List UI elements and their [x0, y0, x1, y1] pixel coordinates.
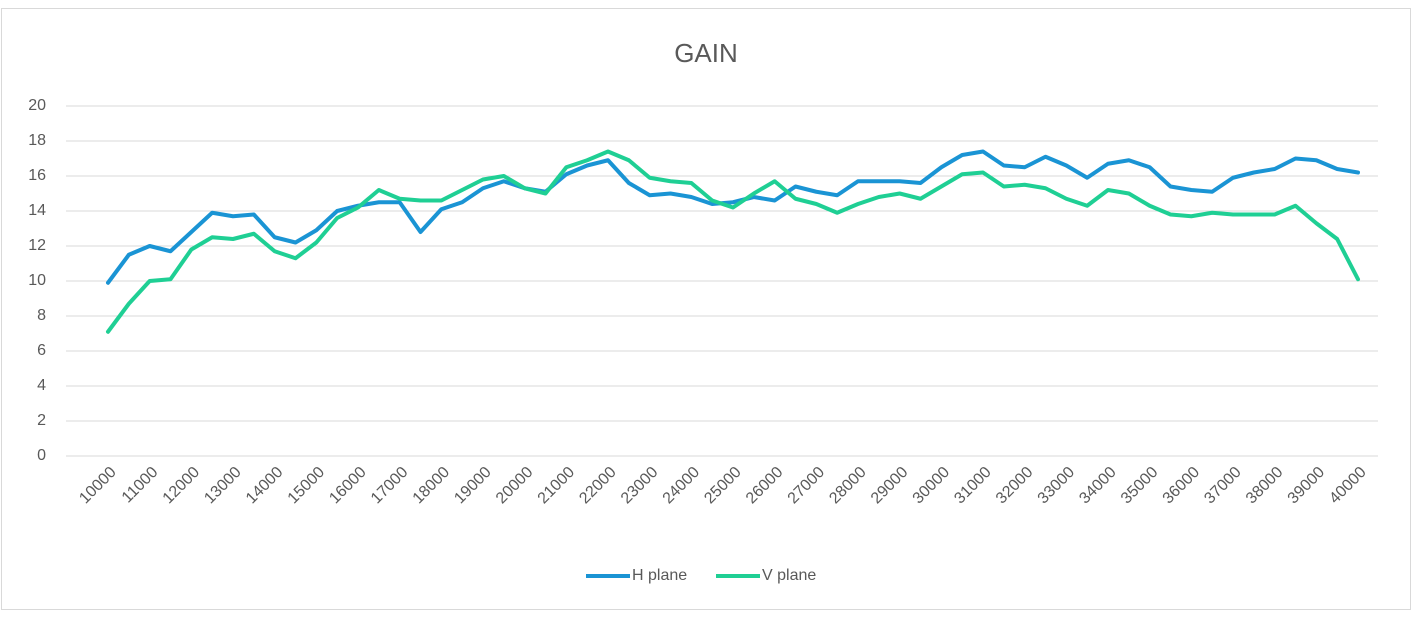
y-tick-label: 0	[37, 447, 46, 464]
y-tick-label: 20	[28, 97, 46, 114]
y-tick-label: 12	[28, 237, 46, 254]
chart-border	[1, 8, 1411, 610]
y-tick-label: 10	[28, 272, 46, 289]
y-tick-label: 2	[37, 412, 46, 429]
line-series	[106, 149, 1360, 334]
line-series	[106, 149, 1360, 285]
y-tick-label: 4	[37, 377, 46, 394]
chart-title: GAIN	[674, 38, 738, 68]
legend-label: H plane	[632, 567, 687, 584]
y-tick-label: 6	[37, 342, 46, 359]
y-tick-label: 14	[28, 202, 46, 219]
y-tick-label: 8	[37, 307, 46, 324]
y-tick-label: 16	[28, 167, 46, 184]
legend-label: V plane	[762, 567, 816, 584]
y-tick-label: 18	[28, 132, 46, 149]
